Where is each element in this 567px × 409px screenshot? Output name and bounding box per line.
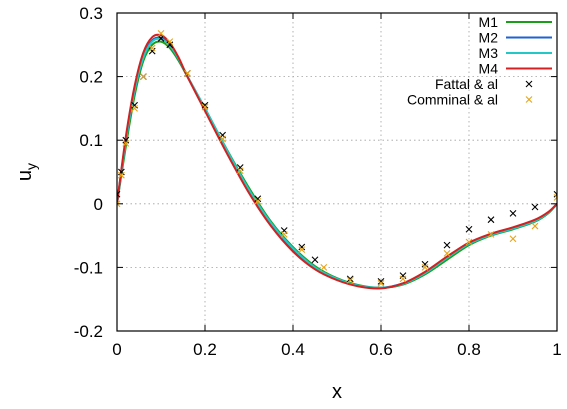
legend-label-m2: M2 (479, 30, 499, 46)
legend-label-fattal-al: Fattal & al (435, 76, 498, 92)
axis-labels: x uy (14, 163, 342, 403)
data-point (531, 222, 539, 230)
legend-label-comminal-al: Comminal & al (407, 92, 498, 108)
data-point (298, 243, 306, 251)
series-layer (117, 29, 557, 290)
data-point (509, 235, 517, 243)
data-point (166, 38, 174, 46)
data-point (377, 278, 385, 285)
data-point (443, 250, 451, 257)
y-tick-label: 0.1 (79, 131, 103, 150)
data-point (254, 197, 262, 205)
data-point (487, 230, 495, 238)
legend-label-m1: M1 (479, 14, 499, 30)
data-point (320, 264, 328, 271)
x-tick-label: 0.6 (369, 340, 393, 359)
data-point (465, 238, 473, 246)
data-point (219, 135, 226, 143)
data-point (166, 41, 174, 49)
data-point (553, 194, 557, 201)
data-point (157, 29, 165, 37)
plot-area (117, 29, 557, 290)
data-point (131, 105, 138, 112)
data-point (465, 225, 473, 233)
legend-swatch-comminal-al (525, 96, 533, 103)
data-point (421, 260, 429, 268)
x-tick-label: 1 (552, 340, 561, 359)
data-point (117, 200, 121, 208)
y-axis-label: uy (14, 163, 39, 181)
y-tick-label: 0.3 (79, 4, 103, 23)
grid (117, 13, 557, 331)
x-tick-label: 0.8 (457, 340, 481, 359)
data-point (399, 275, 407, 283)
data-point (184, 70, 191, 77)
y-axis-label-sub: y (23, 163, 39, 170)
data-point (487, 216, 495, 224)
data-point (377, 279, 385, 287)
data-point (117, 190, 121, 198)
data-point (122, 139, 130, 147)
data-point (311, 256, 319, 264)
data-point (254, 195, 262, 203)
data-point (531, 203, 539, 211)
data-point (280, 230, 288, 238)
y-axis-label-main: u (14, 170, 36, 181)
legend-swatch-fattal-al (525, 80, 533, 88)
data-point (298, 246, 306, 253)
axis-ticks (116, 12, 558, 332)
x-tick-label: 0 (112, 340, 121, 359)
data-point (509, 209, 517, 217)
y-tick-label: 0 (94, 195, 103, 214)
data-point (553, 190, 557, 198)
svg-text:uy: uy (14, 163, 39, 181)
data-point (421, 264, 429, 271)
data-point (118, 168, 125, 176)
series-line-m3 (117, 37, 557, 289)
plot-frame (116, 12, 558, 332)
data-point (236, 167, 244, 175)
x-tick-label: 0.2 (193, 340, 217, 359)
legend-label-m3: M3 (479, 45, 499, 61)
data-point (399, 272, 407, 280)
data-point (148, 47, 156, 55)
legend-label-m4: M4 (479, 61, 499, 77)
data-point (236, 164, 244, 171)
data-point (201, 101, 209, 109)
y-tick-label: -0.2 (74, 322, 103, 341)
data-point (346, 275, 354, 283)
data-point (140, 73, 147, 80)
series-markers-comminal-al (117, 29, 557, 287)
y-tick-label: -0.1 (74, 258, 103, 277)
data-point (443, 241, 451, 249)
x-tick-label: 0.4 (281, 340, 305, 359)
tick-labels: 0 0.2 0.4 0.6 0.8 1 -0.2 -0.1 0 0.1 0.2 0.3 (74, 4, 562, 359)
series-line-m4 (117, 33, 557, 290)
data-point (148, 44, 156, 52)
data-point (346, 276, 354, 284)
data-point (157, 35, 165, 42)
data-point (122, 136, 130, 144)
data-point (131, 101, 138, 109)
y-tick-label: 0.2 (79, 68, 103, 87)
data-point (201, 103, 209, 111)
data-point (118, 171, 125, 179)
x-axis-label: x (332, 381, 342, 403)
